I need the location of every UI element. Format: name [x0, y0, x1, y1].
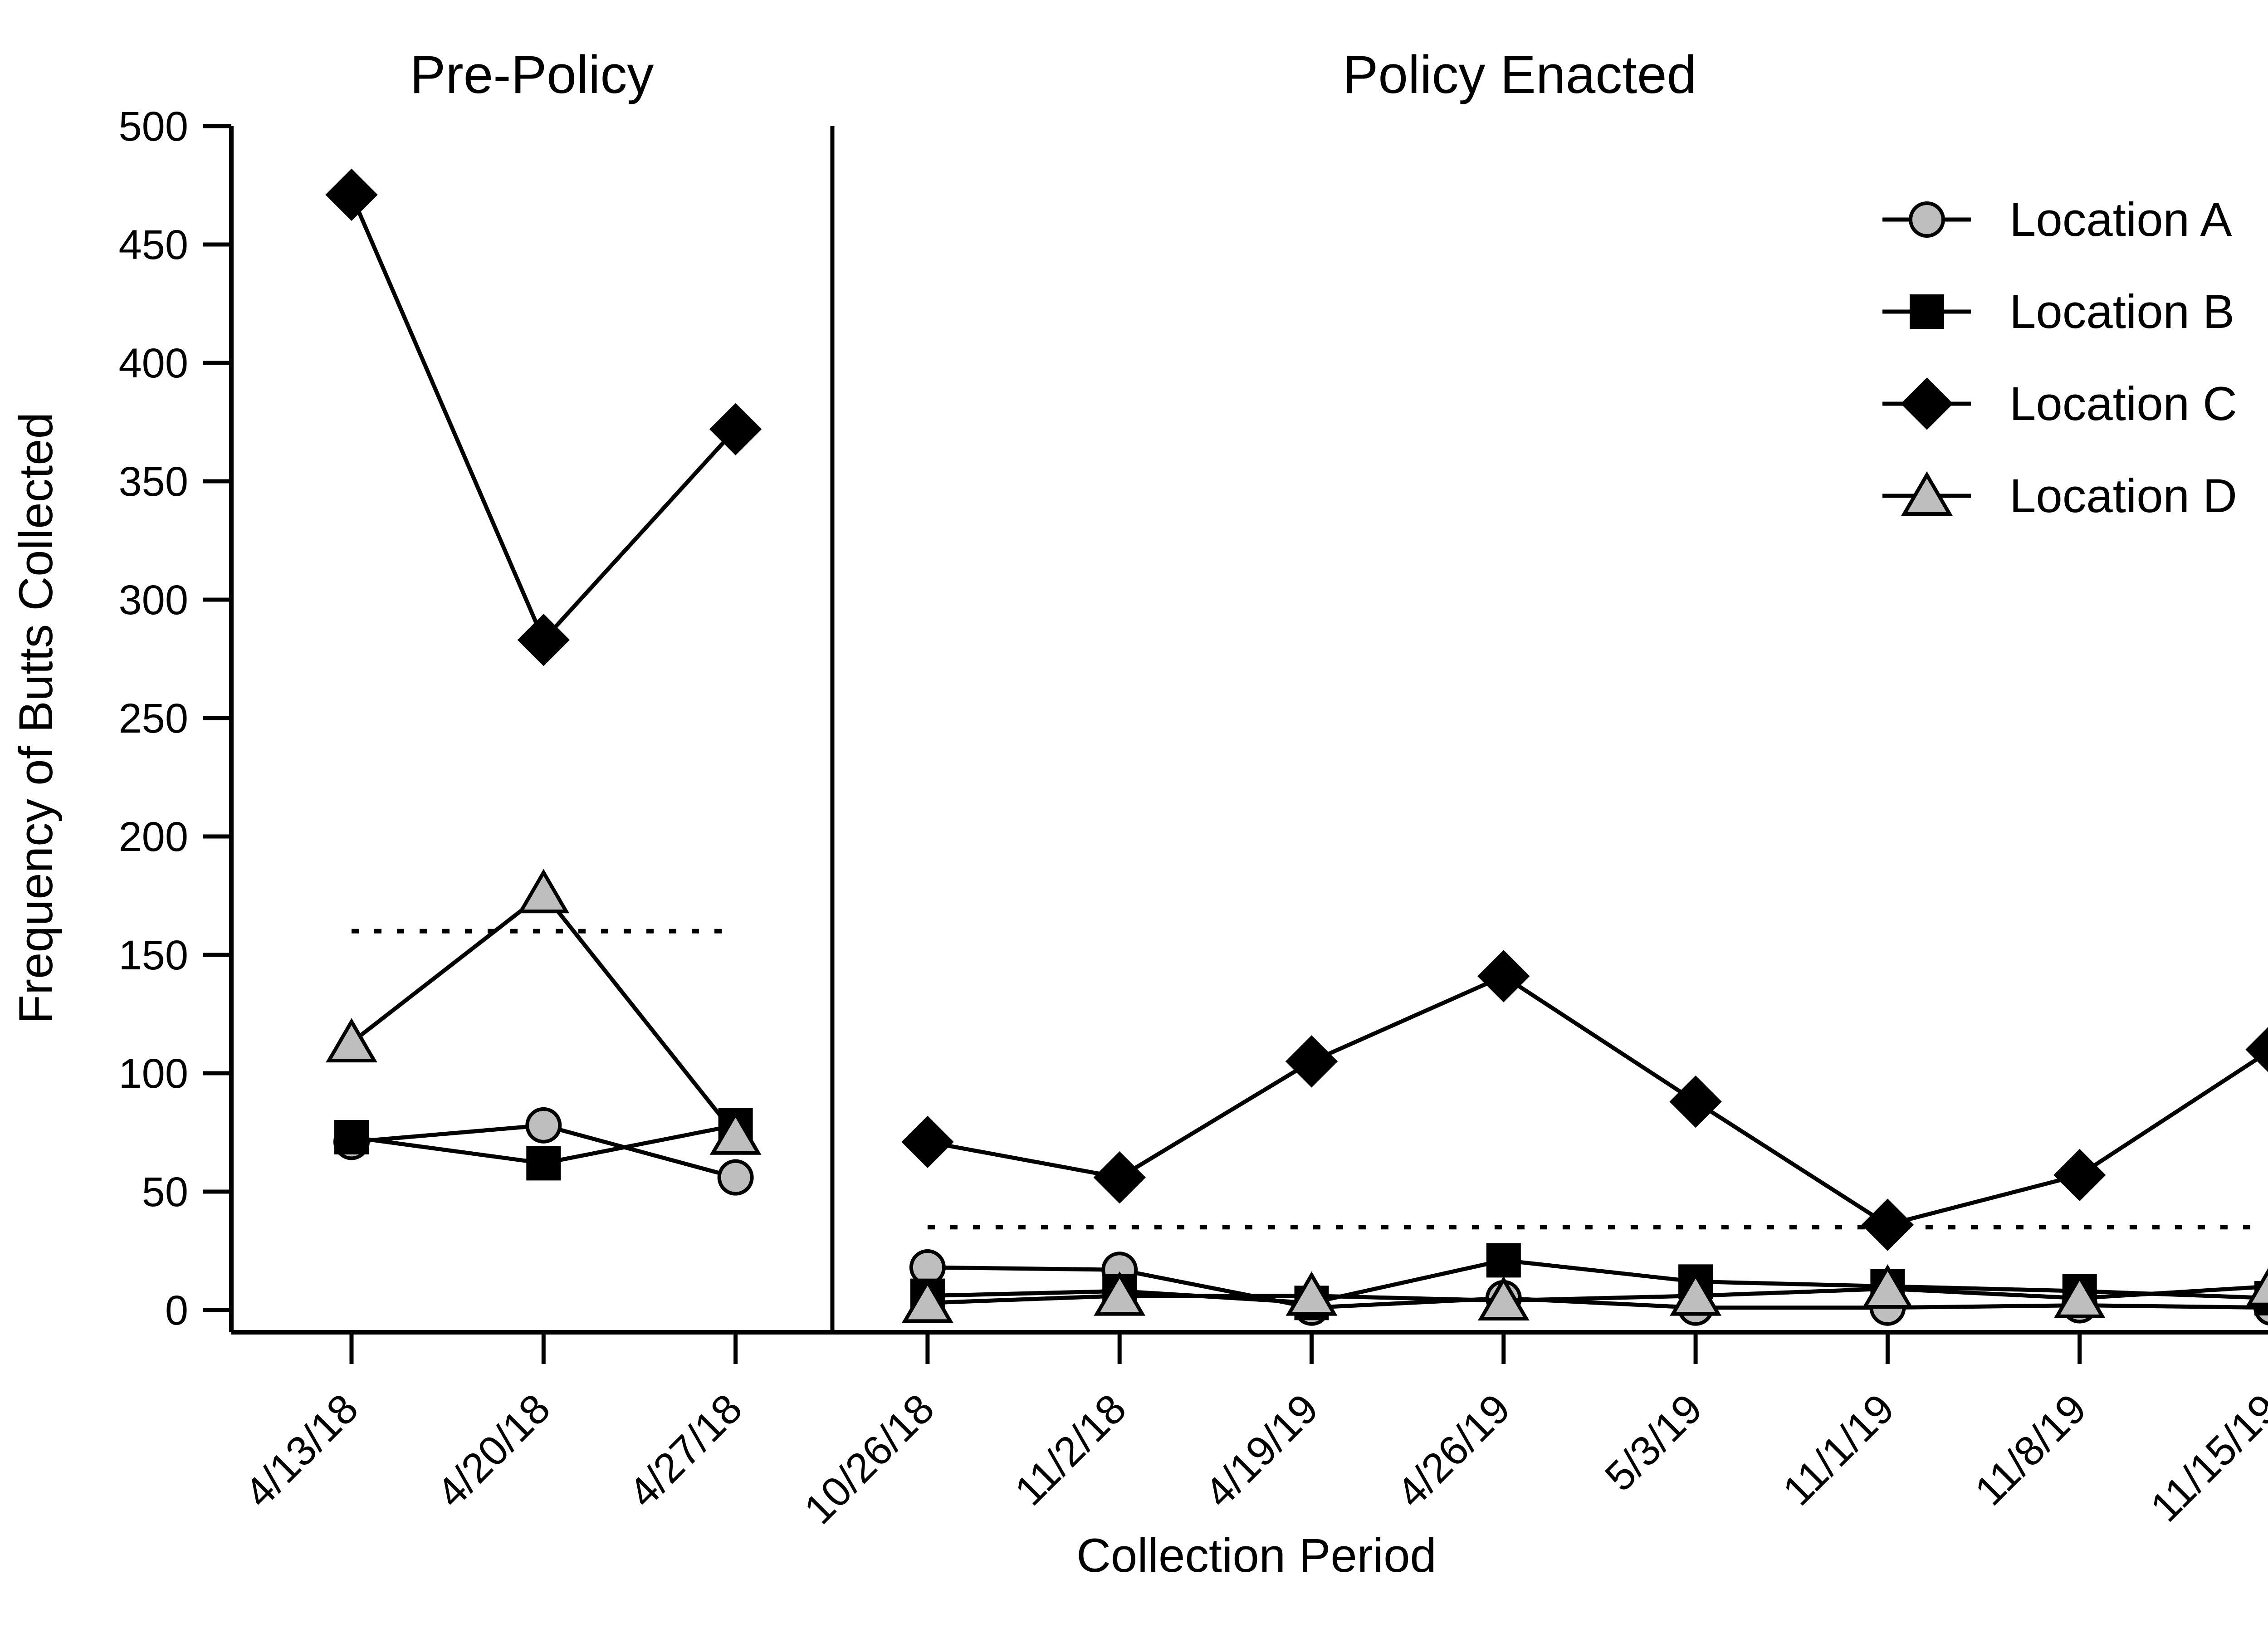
series-line — [349, 194, 737, 644]
legend-label: Location C — [2009, 377, 2237, 430]
diamond-marker — [2053, 1149, 2106, 1202]
series-line — [927, 1265, 2268, 1310]
y-tick-label: 450 — [119, 222, 189, 268]
triangle-marker — [1286, 1271, 1338, 1316]
y-tick-label: 200 — [119, 814, 189, 860]
y-tick-label: 0 — [165, 1287, 188, 1334]
diamond-marker — [901, 1115, 954, 1169]
x-tick-label: 4/26/19 — [1388, 1385, 1519, 1516]
square-marker — [526, 1146, 561, 1181]
series-line — [350, 890, 738, 1136]
diamond-marker — [1477, 950, 1530, 1002]
legend-label: Location A — [2009, 193, 2232, 246]
pre-policy-title: Pre-Policy — [410, 45, 654, 105]
triangle-marker — [518, 869, 570, 914]
circle-marker — [717, 1159, 754, 1196]
policy-enacted-title: Policy Enacted — [1343, 45, 1697, 105]
legend-triangle-icon — [1901, 471, 1953, 516]
y-axis-title: Frequency of Butts Collected — [10, 412, 63, 1024]
diamond-marker — [1093, 1151, 1146, 1204]
legend-circle-icon — [1909, 201, 1945, 238]
x-tick-label: 4/20/18 — [428, 1385, 559, 1516]
x-axis-title: Collection Period — [1076, 1529, 1437, 1582]
triangle-marker — [1862, 1264, 1914, 1309]
square-marker — [334, 1120, 369, 1154]
y-tick-label: 150 — [119, 932, 189, 978]
diamond-marker — [517, 614, 570, 666]
diamond-marker — [2245, 1027, 2268, 1072]
x-tick-label: 11/15/19 — [2142, 1385, 2268, 1531]
circle-marker — [525, 1107, 562, 1144]
x-tick-label: 11/2/18 — [1006, 1385, 1135, 1514]
x-tick-label: 5/3/19 — [1596, 1385, 1711, 1500]
x-tick-label: 10/26/18 — [796, 1385, 943, 1533]
legend-label: Location D — [2009, 469, 2237, 523]
triangle-marker — [1094, 1271, 1146, 1316]
y-tick-label: 50 — [142, 1169, 188, 1215]
triangle-marker — [1670, 1271, 1722, 1316]
y-tick-label: 300 — [119, 577, 189, 623]
y-tick-label: 350 — [119, 459, 189, 505]
x-tick-label: 4/27/18 — [620, 1385, 751, 1516]
x-tick-label: 11/1/19 — [1774, 1385, 1903, 1514]
diamond-marker — [325, 168, 378, 221]
diamond-marker — [1861, 1198, 1914, 1251]
y-tick-label: 500 — [119, 103, 189, 150]
series-line — [927, 1258, 2268, 1305]
triangle-marker — [1477, 1276, 1530, 1321]
y-tick-label: 250 — [119, 695, 189, 742]
triangle-marker — [2246, 1268, 2268, 1306]
legend-diamond-icon — [1901, 377, 1953, 430]
x-tick-label: 4/13/18 — [236, 1385, 367, 1516]
y-tick-label: 400 — [119, 340, 189, 386]
square-marker — [1486, 1243, 1521, 1278]
x-tick-label: 4/19/19 — [1196, 1385, 1327, 1516]
legend-square-icon — [1910, 294, 1944, 329]
legend-label: Location B — [2009, 285, 2234, 338]
series-line — [927, 1284, 2268, 1305]
diamond-marker — [1285, 1035, 1338, 1088]
y-tick-label: 100 — [119, 1051, 189, 1097]
diamond-marker — [709, 403, 762, 455]
series-line — [927, 973, 2268, 1227]
diamond-marker — [1669, 1075, 1722, 1128]
triangle-marker — [326, 1018, 377, 1063]
triangle-marker — [709, 1110, 762, 1155]
triangle-marker — [901, 1278, 953, 1323]
triangle-marker — [2053, 1273, 2106, 1318]
x-tick-label: 11/8/19 — [1966, 1385, 2095, 1514]
